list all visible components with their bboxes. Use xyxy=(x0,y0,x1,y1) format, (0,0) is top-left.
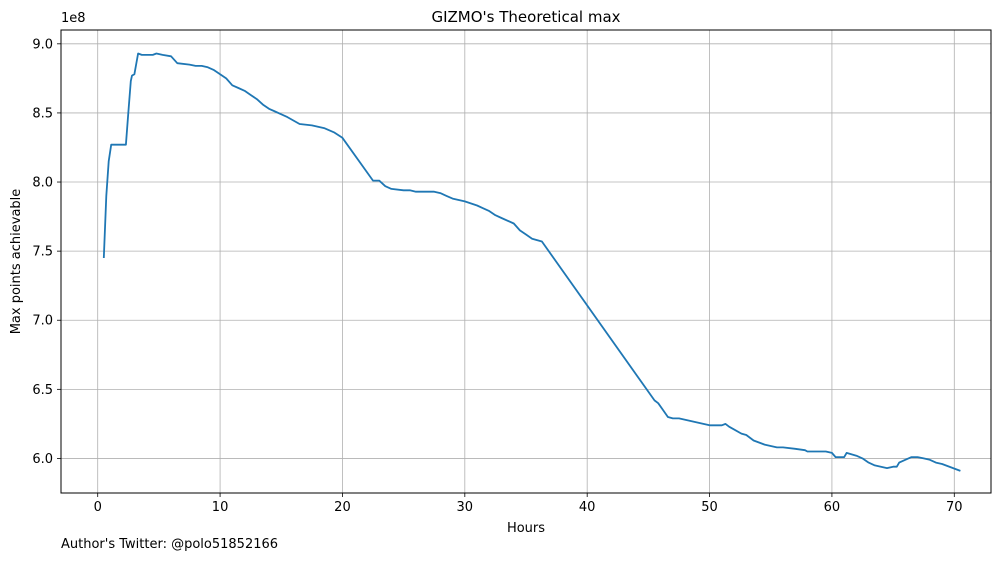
y-tick-label: 6.0 xyxy=(32,452,53,467)
grid xyxy=(61,30,991,493)
y-axis-title: Max points achievable xyxy=(9,189,24,335)
x-tick-label: 20 xyxy=(334,500,351,515)
x-axis-title: Hours xyxy=(507,521,545,536)
tick-layer: 0 10 20 30 40 50 60 70 6.0 6.5 7.0 7.5 8.0 8.5 9.0 xyxy=(32,37,962,515)
x-tick-label: 70 xyxy=(946,500,963,515)
y-tick-label: 6.5 xyxy=(32,383,53,398)
x-tick-label: 60 xyxy=(824,500,841,515)
plot-frame xyxy=(60,29,992,494)
x-tick-label: 40 xyxy=(579,500,596,515)
series-line xyxy=(102,52,961,472)
y-tick-label: 8.0 xyxy=(32,176,53,191)
x-tick-label: 10 xyxy=(212,500,229,515)
series-layer xyxy=(102,52,961,472)
y-tick-label: 7.0 xyxy=(32,314,53,329)
y-tick-label: 7.5 xyxy=(32,245,53,260)
chart-title: GIZMO's Theoretical max xyxy=(431,8,620,26)
x-tick-label: 50 xyxy=(701,500,718,515)
x-tick-label: 0 xyxy=(94,500,102,515)
y-axis-offset-label: 1e8 xyxy=(61,11,86,26)
author-twitter-footnote: Author's Twitter: @polo51852166 xyxy=(61,537,279,552)
x-tick-label: 30 xyxy=(457,500,474,515)
y-tick-label: 9.0 xyxy=(32,37,53,52)
y-tick-label: 8.5 xyxy=(32,106,53,121)
